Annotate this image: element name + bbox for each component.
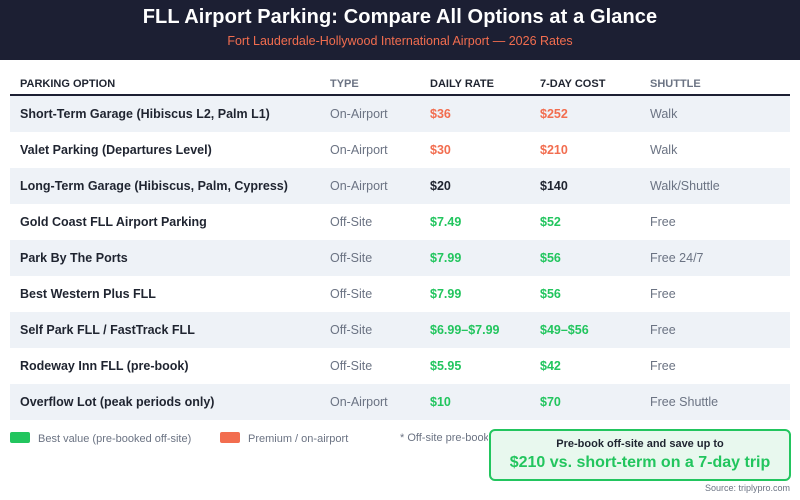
cell-daily-rate: $7.99 <box>430 251 462 265</box>
cell-parking-option: Overflow Lot (peak periods only) <box>20 395 215 409</box>
cell-shuttle: Walk <box>650 107 678 121</box>
legend-value-label: Best value (pre-booked off-site) <box>38 433 192 445</box>
legend-premium: Premium / on-airport <box>220 432 348 446</box>
cell-shuttle: Free <box>650 359 676 373</box>
cell-type: On-Airport <box>330 143 388 157</box>
cell-daily-rate: $10 <box>430 395 451 409</box>
table-row: Long-Term Garage (Hibiscus, Palm, Cypres… <box>10 168 790 204</box>
cell-type: On-Airport <box>330 179 388 193</box>
cell-type: Off-Site <box>330 215 373 229</box>
column-header-option: PARKING OPTION <box>20 78 116 90</box>
legend-value-swatch <box>10 432 30 443</box>
cell-parking-option: Park By The Ports <box>20 251 128 265</box>
table-row: Short-Term Garage (Hibiscus L2, Palm L1)… <box>10 96 790 132</box>
table-row: Rodeway Inn FLL (pre-book) Off-Site $5.95 $… <box>10 348 790 384</box>
table-header: PARKING OPTION TYPE DAILY RATE 7-DAY COS… <box>10 72 790 96</box>
cell-parking-option: Best Western Plus FLL <box>20 287 156 301</box>
cell-shuttle: Free <box>650 323 676 337</box>
cell-shuttle: Free 24/7 <box>650 251 704 265</box>
cell-shuttle: Walk <box>650 143 678 157</box>
column-header-type: TYPE <box>330 78 359 90</box>
cell-type: Off-Site <box>330 287 373 301</box>
cell-7-day-cost: $42 <box>540 359 561 373</box>
page-subtitle: Fort Lauderdale-Hollywood International … <box>227 34 573 48</box>
column-header-7-day-cost: 7-DAY COST <box>540 78 606 90</box>
cell-daily-rate: $5.95 <box>430 359 462 373</box>
cell-daily-rate: $7.99 <box>430 287 462 301</box>
cell-7-day-cost: $49–$56 <box>540 323 589 337</box>
column-header-shuttle: SHUTTLE <box>650 78 701 90</box>
cell-parking-option: Short-Term Garage (Hibiscus L2, Palm L1) <box>20 107 270 121</box>
table-row: Valet Parking (Departures Level) On-Airpo… <box>10 132 790 168</box>
cell-daily-rate: $7.49 <box>430 215 462 229</box>
cell-shuttle: Free Shuttle <box>650 395 719 409</box>
cell-daily-rate: $36 <box>430 107 451 121</box>
table-body: Short-Term Garage (Hibiscus L2, Palm L1)… <box>10 96 790 420</box>
cell-7-day-cost: $210 <box>540 143 568 157</box>
cell-7-day-cost: $52 <box>540 215 561 229</box>
cell-parking-option: Self Park FLL / FastTrack FLL <box>20 323 195 337</box>
cell-parking-option: Valet Parking (Departures Level) <box>20 143 212 157</box>
cell-shuttle: Free <box>650 287 676 301</box>
cell-7-day-cost: $252 <box>540 107 568 121</box>
cell-daily-rate: $20 <box>430 179 451 193</box>
legend-value: Best value (pre-booked off-site) <box>10 432 191 446</box>
savings-callout: Pre-book off-site and save up to $210 vs… <box>489 429 791 481</box>
legend-premium-label: Premium / on-airport <box>248 433 349 445</box>
legend-note: * Off-site pre-book <box>400 432 488 444</box>
table-row: Gold Coast FLL Airport Parking Off-Site $7… <box>10 204 790 240</box>
legend-premium-swatch <box>220 432 240 443</box>
cell-7-day-cost: $56 <box>540 251 561 265</box>
cell-parking-option: Rodeway Inn FLL (pre-book) <box>20 359 189 373</box>
cell-parking-option: Long-Term Garage (Hibiscus, Palm, Cypres… <box>20 179 288 193</box>
table-row: Self Park FLL / FastTrack FLL Off-Site $6.… <box>10 312 790 348</box>
cell-type: On-Airport <box>330 395 388 409</box>
page-title: FLL Airport Parking: Compare All Options… <box>142 6 658 28</box>
page-header: FLL Airport Parking: Compare All Options… <box>0 0 800 60</box>
cell-type: Off-Site <box>330 359 373 373</box>
cell-type: On-Airport <box>330 107 388 121</box>
cell-7-day-cost: $56 <box>540 287 561 301</box>
cell-daily-rate: $6.99–$7.99 <box>430 323 500 337</box>
table-row: Best Western Plus FLL Off-Site $7.99 $56 Fre… <box>10 276 790 312</box>
table-row: Park By The Ports Off-Site $7.99 $56 Free 24… <box>10 240 790 276</box>
cell-shuttle: Walk/Shuttle <box>650 179 720 193</box>
callout-line-2: $210 vs. short-term on a 7-day trip <box>509 454 771 471</box>
cell-shuttle: Free <box>650 215 676 229</box>
cell-7-day-cost: $140 <box>540 179 568 193</box>
cell-parking-option: Gold Coast FLL Airport Parking <box>20 215 207 229</box>
callout-line-1: Pre-book off-site and save up to <box>556 438 724 450</box>
column-header-daily-rate: DAILY RATE <box>430 78 494 90</box>
cell-type: Off-Site <box>330 251 373 265</box>
parking-table: PARKING OPTION TYPE DAILY RATE 7-DAY COS… <box>10 72 790 420</box>
source-credit: Source: triplypro.com <box>704 483 790 493</box>
cell-daily-rate: $30 <box>430 143 451 157</box>
cell-7-day-cost: $70 <box>540 395 561 409</box>
table-row: Overflow Lot (peak periods only) On-Airpo… <box>10 384 790 420</box>
cell-type: Off-Site <box>330 323 373 337</box>
